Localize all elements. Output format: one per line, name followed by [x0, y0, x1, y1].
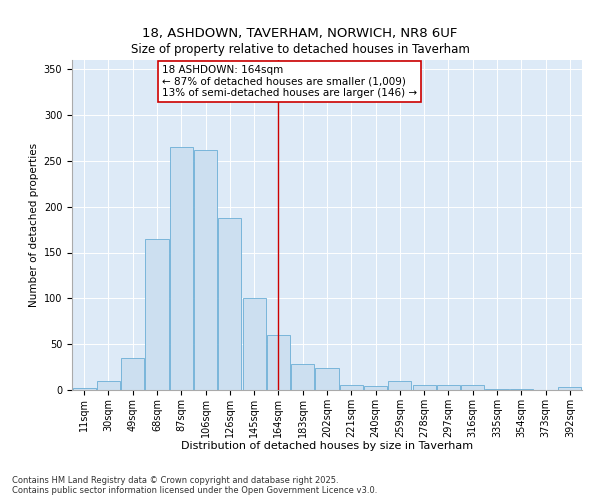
Text: 18, ASHDOWN, TAVERHAM, NORWICH, NR8 6UF: 18, ASHDOWN, TAVERHAM, NORWICH, NR8 6UF	[142, 28, 458, 40]
Bar	[510, 389, 533, 390]
Bar	[218, 218, 241, 390]
Bar	[291, 364, 314, 390]
Bar	[145, 239, 169, 390]
Bar	[559, 387, 581, 390]
Bar	[73, 388, 95, 390]
Y-axis label: Number of detached properties: Number of detached properties	[29, 143, 40, 307]
Text: Contains HM Land Registry data © Crown copyright and database right 2025.
Contai: Contains HM Land Registry data © Crown c…	[12, 476, 377, 495]
Text: 18 ASHDOWN: 164sqm
← 87% of detached houses are smaller (1,009)
13% of semi-deta: 18 ASHDOWN: 164sqm ← 87% of detached hou…	[162, 65, 417, 98]
Bar	[364, 386, 387, 390]
Bar	[413, 384, 436, 390]
Bar	[316, 368, 338, 390]
X-axis label: Distribution of detached houses by size in Taverham: Distribution of detached houses by size …	[181, 441, 473, 451]
Bar	[267, 335, 290, 390]
Bar	[97, 381, 120, 390]
Bar	[170, 147, 193, 390]
Bar	[461, 386, 484, 390]
Bar	[194, 150, 217, 390]
Text: Size of property relative to detached houses in Taverham: Size of property relative to detached ho…	[131, 42, 469, 56]
Bar	[340, 386, 363, 390]
Bar	[485, 389, 509, 390]
Bar	[121, 358, 144, 390]
Bar	[388, 381, 412, 390]
Bar	[242, 298, 266, 390]
Bar	[437, 386, 460, 390]
